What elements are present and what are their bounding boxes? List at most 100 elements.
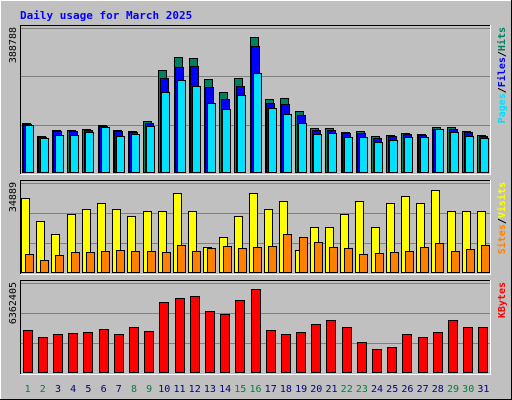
day-label-2: 2 [40,384,46,395]
y-max-label: 6362405 [8,282,19,324]
bar-kbytes-day-4 [68,333,78,373]
day-label-21: 21 [325,384,337,395]
bar-kbytes-day-1 [23,330,33,373]
bar-sites-day-13 [207,248,216,273]
day-label-16: 16 [249,384,261,395]
bar-sites-day-7 [116,250,125,273]
day-label-25: 25 [386,384,398,395]
bar-pages-day-20 [313,134,322,173]
panel-legend: KBytes [497,282,508,318]
bar-pages-day-16 [253,73,262,173]
bar-kbytes-day-29 [448,320,458,373]
day-label-14: 14 [219,384,231,395]
bar-kbytes-day-18 [281,334,291,373]
bar-pages-day-13 [207,103,216,173]
bar-kbytes-day-7 [114,334,124,373]
bar-pages-day-14 [222,109,231,173]
bar-pages-day-6 [101,127,110,173]
bar-sites-day-23 [359,254,368,273]
day-label-27: 27 [417,384,429,395]
bar-pages-day-27 [420,137,429,173]
day-label-23: 23 [356,384,368,395]
bar-sites-day-5 [86,252,95,273]
day-label-15: 15 [234,384,246,395]
bar-kbytes-day-12 [190,296,200,373]
bar-sites-day-16 [253,247,262,273]
day-label-20: 20 [310,384,322,395]
day-label-4: 4 [70,384,76,395]
day-label-11: 11 [173,384,185,395]
bar-kbytes-day-5 [83,332,93,373]
bar-kbytes-day-11 [175,298,185,373]
bar-kbytes-day-25 [387,347,397,373]
day-label-1: 1 [25,384,31,395]
bar-pages-day-28 [435,129,444,173]
bar-sites-day-17 [268,246,277,273]
bar-sites-day-11 [177,245,186,273]
legend-entry-sites: Sites [496,224,508,254]
bar-sites-day-25 [390,252,399,273]
bar-sites-day-30 [466,249,475,273]
panel-kbytes: 6362405 KBytes [8,280,508,375]
bar-pages-day-7 [116,136,125,173]
day-label-22: 22 [341,384,353,395]
bar-sites-day-2 [40,260,49,273]
day-label-6: 6 [101,384,107,395]
bar-kbytes-day-30 [463,327,473,373]
bar-pages-day-12 [192,86,201,173]
bar-pages-day-25 [389,140,398,173]
bar-sites-day-18 [283,234,292,273]
bar-pages-day-23 [359,137,368,173]
bar-pages-day-8 [131,134,140,173]
bar-pages-day-5 [85,132,94,173]
bar-sites-day-29 [451,251,460,273]
bar-kbytes-day-9 [144,331,154,373]
day-label-3: 3 [55,384,61,395]
bar-kbytes-day-23 [357,342,367,373]
bar-sites-day-21 [329,247,338,273]
bar-pages-day-1 [25,125,34,173]
day-label-17: 17 [265,384,277,395]
bar-kbytes-day-6 [99,329,109,373]
bar-kbytes-day-31 [478,327,488,373]
bar-sites-day-28 [435,243,444,273]
bar-sites-day-26 [405,251,414,273]
day-label-13: 13 [204,384,216,395]
panel-legend: Sites/Visits [496,182,508,254]
bar-sites-day-15 [238,248,247,273]
day-label-7: 7 [116,384,122,395]
bar-kbytes-day-26 [402,334,412,373]
day-label-30: 30 [462,384,474,395]
bar-sites-day-8 [131,251,140,273]
day-label-28: 28 [432,384,444,395]
legend-entry-kbytes: KBytes [497,282,508,318]
bar-kbytes-day-19 [296,332,306,373]
day-label-18: 18 [280,384,292,395]
panel-legend: Pages/Files/Hits [496,27,508,123]
bar-kbytes-day-8 [129,327,139,373]
day-label-19: 19 [295,384,307,395]
bar-kbytes-day-20 [311,324,321,373]
bar-pages-day-31 [480,138,489,173]
day-label-12: 12 [189,384,201,395]
bar-kbytes-day-21 [326,320,336,373]
bar-sites-day-3 [55,255,64,273]
bar-pages-day-22 [344,137,353,173]
bar-pages-day-11 [177,80,186,173]
bar-pages-day-4 [70,135,79,173]
bar-kbytes-day-28 [433,332,443,373]
legend-separator: / [497,218,508,224]
chart-title: Daily usage for March 2025 [20,9,192,22]
bar-pages-day-15 [237,95,246,173]
bar-sites-day-1 [25,254,34,273]
legend-separator: / [497,87,508,93]
bar-sites-day-12 [192,251,201,273]
bar-kbytes-day-24 [372,349,382,373]
bar-sites-day-27 [420,247,429,273]
bar-pages-day-21 [328,133,337,173]
bar-sites-day-19 [299,237,308,273]
bar-pages-day-18 [283,114,292,173]
bar-pages-day-30 [465,136,474,173]
